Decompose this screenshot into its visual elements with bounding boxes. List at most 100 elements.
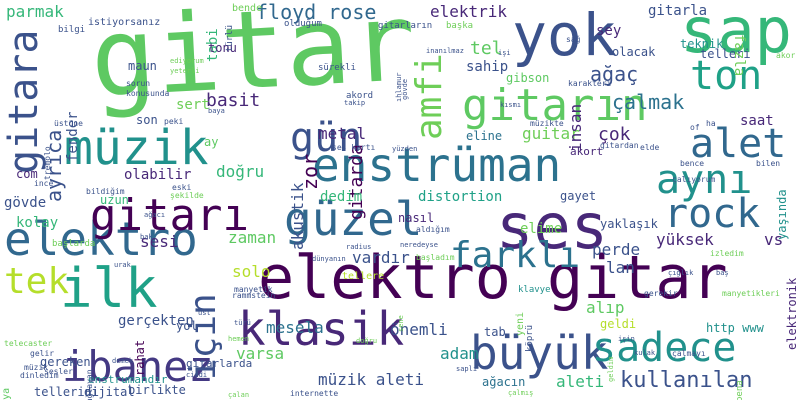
word: geldi [600, 317, 637, 331]
word: yol [176, 319, 198, 333]
word: doğru [356, 337, 378, 345]
word: türü [234, 319, 251, 327]
word: olacak [612, 45, 656, 59]
word: sert [176, 97, 210, 113]
word: tab [484, 325, 506, 339]
word: çalan [228, 391, 250, 399]
word: gövde [401, 78, 409, 100]
word: klasik [238, 302, 405, 356]
word: fazla [731, 34, 747, 77]
word: birlikte [128, 383, 186, 397]
word: vs [764, 230, 784, 249]
word: elektro gitar [258, 243, 728, 313]
word: neredeyse [400, 241, 438, 249]
word: gereken [40, 355, 91, 369]
word: sesler [44, 367, 73, 376]
word: ses kartı [332, 143, 376, 152]
word: son [136, 113, 158, 127]
word: sey [596, 23, 622, 39]
word: sürekli [318, 63, 356, 73]
word: üst [198, 309, 211, 317]
word: tonu [208, 41, 237, 55]
word: yaşında [775, 189, 789, 240]
word: elektro [4, 212, 198, 266]
word: gövde [4, 195, 47, 211]
word: enstrüman [312, 138, 562, 192]
word: bak [140, 233, 153, 241]
word: kısmı [500, 101, 522, 109]
word: önemli [390, 320, 448, 339]
word: ses [496, 190, 608, 263]
word: gayet [560, 189, 597, 203]
word: rammstein [232, 291, 276, 300]
word: çalmak [612, 90, 685, 114]
word: köprü [525, 324, 535, 352]
word: ciddi [186, 371, 208, 379]
word: ilk [60, 257, 158, 320]
word: dedim [320, 189, 363, 205]
word: gitara [1, 29, 47, 175]
word: istiyorsanız [88, 17, 161, 28]
word: alet [690, 121, 787, 167]
word: yeni [515, 311, 526, 336]
word: başladım [416, 253, 455, 262]
word: guitar [522, 124, 580, 143]
word: amfi [409, 53, 450, 140]
word: takip [344, 99, 366, 107]
word: geldim [607, 356, 615, 382]
word: perde [592, 240, 641, 259]
word: solo [232, 262, 271, 281]
word: rock [664, 191, 761, 237]
word: varsa [236, 344, 285, 363]
word: tellere [342, 271, 385, 282]
word: olabilir [124, 167, 192, 183]
word: tek [4, 261, 70, 302]
word: şekilde [170, 191, 204, 200]
word: sağ [566, 35, 581, 44]
word: güzel [284, 192, 423, 246]
word: basit [206, 90, 261, 111]
word: elektronik [785, 277, 799, 350]
word: sesi [140, 232, 179, 251]
word: saat [740, 113, 774, 129]
word: ağacı [144, 211, 166, 219]
word: hemen [228, 335, 250, 343]
word: gerekir [644, 289, 678, 298]
word: akord [346, 91, 374, 101]
word: ay [204, 135, 219, 149]
word: zaman [228, 228, 277, 247]
word: parmak [6, 2, 64, 21]
word: sahip [466, 59, 509, 75]
word: bence [680, 159, 705, 168]
word: karakteri [568, 79, 612, 88]
word: akor [776, 51, 796, 60]
word: gitarla [648, 3, 708, 19]
word: ediyorum [170, 57, 204, 65]
word: müzik [64, 120, 209, 176]
word: türlü [225, 24, 235, 52]
word: sorun [126, 79, 151, 88]
word: radius [346, 243, 372, 251]
word: klavye [518, 285, 551, 295]
word: ağaç [590, 62, 639, 86]
word: kolay [16, 215, 59, 231]
word: gitarın [462, 80, 648, 131]
word: farklı [450, 235, 581, 276]
word: başka [446, 21, 474, 31]
word: gelir [30, 349, 55, 358]
word: dinledim [20, 371, 59, 380]
word: nasıl [398, 211, 435, 225]
word: aynı [656, 157, 753, 203]
word: telecaster [4, 339, 53, 348]
word: yeterli [170, 67, 200, 75]
word: bilgi [58, 25, 86, 35]
word: com [16, 167, 38, 181]
word: olduğum [284, 19, 322, 29]
word: elime [520, 221, 563, 237]
word: ibanez [62, 342, 214, 391]
word: ha [706, 119, 716, 128]
word: izledim [710, 249, 744, 258]
word: bilen [756, 159, 781, 168]
word: dünyanın [312, 255, 346, 263]
